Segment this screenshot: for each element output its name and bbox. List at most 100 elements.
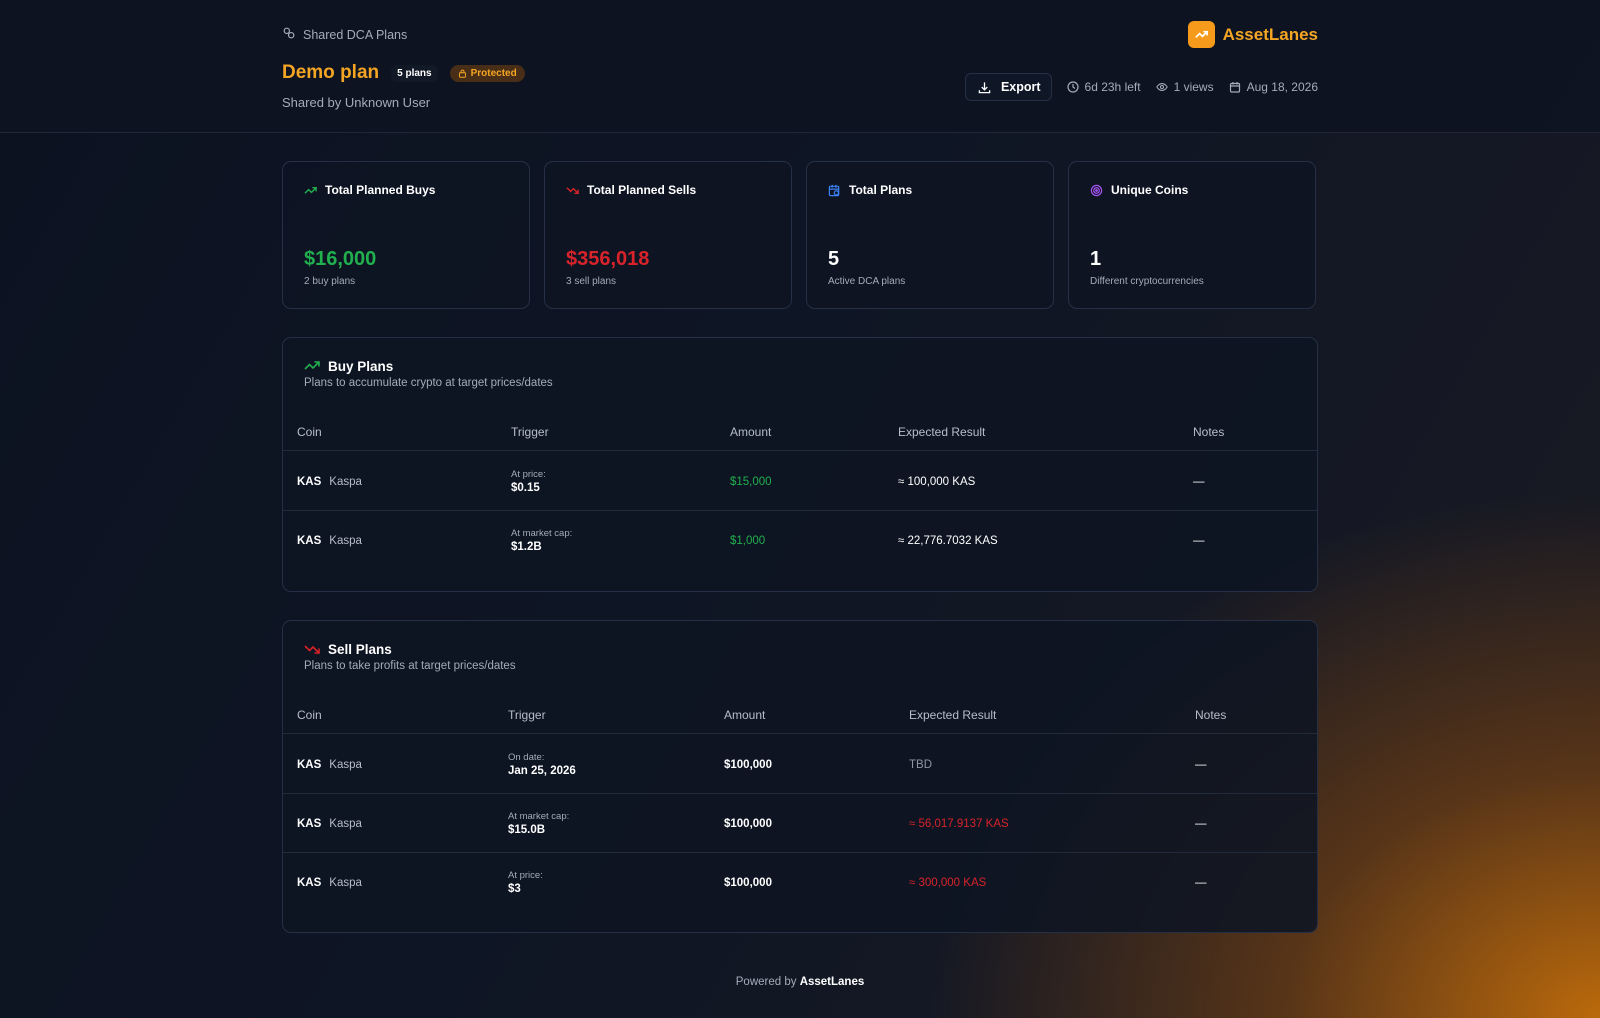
coin-name: Kaspa <box>329 876 362 889</box>
sell-plans-panel: Sell Plans Plans to take profits at targ… <box>282 620 1318 933</box>
shared-by: Shared by Unknown User <box>282 95 431 110</box>
card-value: 5 <box>828 248 840 270</box>
coin-symbol: KAS <box>297 758 322 771</box>
card-unique-coins: Unique Coins 1 Different cryptocurrencie… <box>1068 161 1316 309</box>
trending-up-icon <box>304 361 320 370</box>
expected-result: ≈ 22,776.7032 KAS <box>898 534 998 547</box>
time-left-label: 6d 23h left <box>1084 80 1141 94</box>
notes: — <box>1193 475 1205 488</box>
card-subtitle: 3 sell plans <box>566 276 617 287</box>
col-coin: Coin <box>297 425 322 439</box>
table-row[interactable]: KAS Kaspa At market cap: $1.2B $1,000 ≈ 22… <box>283 511 1317 570</box>
page-header: Shared DCA Plans AssetLanes Demo plan 5 … <box>0 0 1600 133</box>
card-total-buys: Total Planned Buys $16,000 2 buy plans <box>282 161 530 309</box>
col-notes: Notes <box>1195 708 1227 722</box>
breadcrumb: Shared DCA Plans <box>282 26 407 43</box>
trigger-value: $0.15 <box>511 482 540 494</box>
coin-name: Kaspa <box>329 534 362 547</box>
footer-prefix: Powered by <box>735 976 797 988</box>
trigger-label: At market cap: <box>508 811 570 822</box>
coin-symbol: KAS <box>297 876 322 889</box>
trigger-value: $1.2B <box>511 541 542 553</box>
views-label: 1 views <box>1173 80 1214 94</box>
title-row: Demo plan 5 plans Protected <box>282 62 525 84</box>
footer: Powered by AssetLanes <box>0 976 1600 988</box>
trending-up-icon <box>304 186 317 194</box>
download-icon <box>978 81 991 93</box>
brand-logo-icon <box>1187 21 1215 48</box>
trigger-label: On date: <box>508 752 545 763</box>
card-title: Total Plans <box>849 183 913 197</box>
page-title: Demo plan <box>282 62 380 83</box>
table-header: Coin Trigger Amount Expected Result Note… <box>283 411 1317 451</box>
table-row[interactable]: KAS Kaspa At market cap: $15.0B $100,000 ≈… <box>283 794 1317 853</box>
card-subtitle: 2 buy plans <box>304 276 356 287</box>
coin-symbol: KAS <box>297 817 322 830</box>
trigger-value: $3 <box>508 883 521 895</box>
protected-label: Protected <box>470 67 517 79</box>
card-total-plans: Total Plans 5 Active DCA plans <box>806 161 1054 309</box>
buy-plans-panel: Buy Plans Plans to accumulate crypto at … <box>282 337 1318 592</box>
card-title: Unique Coins <box>1111 183 1189 197</box>
footer-brand-link[interactable]: AssetLanes <box>799 976 865 988</box>
panel-subtitle: Plans to accumulate crypto at target pri… <box>304 377 553 389</box>
trigger-value: Jan 25, 2026 <box>508 765 576 777</box>
card-total-sells: Total Planned Sells $356,018 3 sell plan… <box>544 161 792 309</box>
table-header: Coin Trigger Amount Expected Result Note… <box>283 694 1317 734</box>
coin-name: Kaspa <box>329 758 362 771</box>
plans-count-badge: 5 plans <box>391 64 438 82</box>
breadcrumb-label[interactable]: Shared DCA Plans <box>303 27 408 42</box>
trigger-value: $15.0B <box>508 824 546 836</box>
coin-name: Kaspa <box>329 817 362 830</box>
clock-icon <box>1066 81 1079 93</box>
table-row[interactable]: KAS Kaspa On date: Jan 25, 2026 $100,000 T… <box>283 735 1317 794</box>
card-title: Total Planned Buys <box>325 183 436 197</box>
col-trigger: Trigger <box>508 708 546 722</box>
coin-symbol: KAS <box>297 475 322 488</box>
card-value: 1 <box>1090 248 1102 270</box>
trending-down-icon <box>304 645 320 654</box>
views-count: 1 views <box>1155 80 1214 94</box>
protected-badge: Protected <box>449 64 525 82</box>
lock-icon <box>458 69 466 78</box>
amount: $15,000 <box>730 475 772 488</box>
amount: $100,000 <box>724 817 772 830</box>
calendar-icon <box>1229 82 1240 93</box>
card-value: $356,018 <box>566 248 650 270</box>
coin-name: Kaspa <box>329 475 362 488</box>
card-title: Total Planned Sells <box>587 183 697 197</box>
table-row[interactable]: KAS Kaspa At price: $0.15 $15,000 ≈ 100,00… <box>283 452 1317 511</box>
panel-subtitle: Plans to take profits at target prices/d… <box>304 660 516 672</box>
card-subtitle: Different cryptocurrencies <box>1090 276 1204 287</box>
expected-result: TBD <box>909 758 932 771</box>
expected-result: ≈ 100,000 KAS <box>898 475 976 488</box>
coin-symbol: KAS <box>297 534 322 547</box>
col-amount: Amount <box>730 425 772 439</box>
notes: — <box>1195 758 1207 771</box>
eye-icon <box>1155 83 1168 91</box>
trending-down-icon <box>566 186 579 194</box>
brand[interactable]: AssetLanes <box>1187 21 1318 48</box>
export-button[interactable]: Export <box>964 73 1052 101</box>
trigger-label: At price: <box>508 870 543 881</box>
amount: $1,000 <box>730 534 766 547</box>
expiry-date: Aug 18, 2026 <box>1229 80 1318 94</box>
col-notes: Notes <box>1193 425 1225 439</box>
col-expected-result: Expected Result <box>898 425 986 439</box>
panel-title: Buy Plans <box>328 358 394 374</box>
expected-result: ≈ 300,000 KAS <box>909 876 987 889</box>
trigger-label: At market cap: <box>511 528 573 539</box>
notes: — <box>1195 876 1207 889</box>
expected-result: ≈ 56,017.9137 KAS <box>909 817 1009 830</box>
summary-cards: Total Planned Buys $16,000 2 buy plans T… <box>282 161 1318 309</box>
amount: $100,000 <box>724 758 772 771</box>
share-icon <box>282 26 296 43</box>
time-left: 6d 23h left <box>1066 80 1141 94</box>
col-expected-result: Expected Result <box>909 708 997 722</box>
calendar-clock-icon <box>828 184 840 196</box>
trigger-label: At price: <box>511 469 546 480</box>
table-row[interactable]: KAS Kaspa At price: $3 $100,000 ≈ 300,000 … <box>283 853 1317 912</box>
panel-title: Sell Plans <box>328 641 392 657</box>
col-coin: Coin <box>297 708 322 722</box>
notes: — <box>1195 817 1207 830</box>
